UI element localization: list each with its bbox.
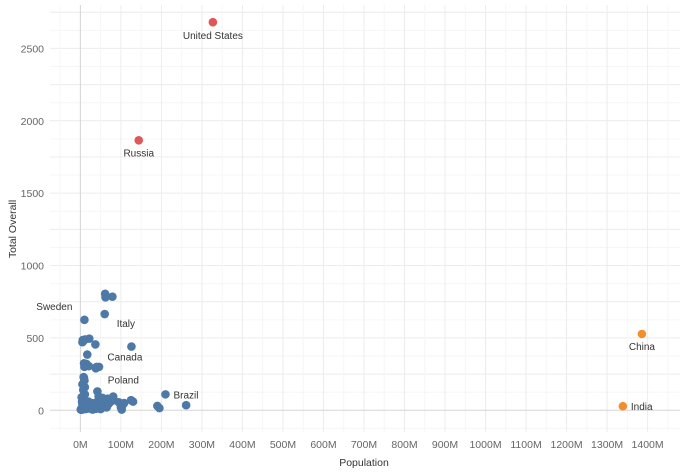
india-point bbox=[618, 401, 628, 411]
grid-lines bbox=[50, 5, 680, 432]
russia-point bbox=[134, 136, 144, 145]
data-point bbox=[98, 393, 107, 403]
x-tick-label: 900M bbox=[432, 439, 458, 451]
y-tick-label: 1500 bbox=[21, 188, 45, 200]
x-tick-label: 100M bbox=[108, 439, 134, 451]
x-tick-label: 800M bbox=[391, 439, 417, 451]
italy-point bbox=[100, 309, 109, 319]
point-label: India bbox=[631, 402, 653, 413]
data-point bbox=[155, 403, 164, 413]
x-tick-label: 1000M bbox=[469, 439, 501, 451]
canada-point bbox=[91, 340, 100, 349]
brazil-point bbox=[161, 390, 170, 399]
point-label: Canada bbox=[107, 352, 142, 363]
point-label: Sweden bbox=[36, 302, 72, 313]
data-point bbox=[119, 398, 129, 408]
x-tick-label: 700M bbox=[351, 439, 377, 451]
data-point bbox=[84, 361, 94, 371]
point-label: Italy bbox=[117, 319, 135, 330]
data-point bbox=[128, 397, 138, 406]
x-tick-label: 500M bbox=[270, 439, 296, 451]
united-states-point bbox=[208, 17, 218, 27]
data-point bbox=[127, 342, 136, 351]
sweden-point bbox=[80, 315, 89, 325]
data-point bbox=[108, 292, 117, 301]
data-points bbox=[76, 17, 647, 415]
y-tick-label: 2000 bbox=[21, 116, 45, 128]
point-label: Russia bbox=[123, 148, 154, 159]
data-point bbox=[84, 334, 94, 343]
x-tick-label: 1200M bbox=[551, 439, 583, 451]
x-tick-label: 1300M bbox=[591, 439, 623, 451]
x-tick-label: 0M bbox=[73, 439, 88, 451]
x-axis-ticks: 0M 100M 200M 300M 400M 500M 600M 700M 800M 900M 10… bbox=[73, 439, 664, 451]
y-tick-label: 0 bbox=[38, 405, 44, 417]
x-tick-label: 1100M bbox=[510, 439, 541, 451]
data-point bbox=[82, 350, 92, 359]
data-point bbox=[94, 362, 104, 372]
y-axis-title: Total Overall bbox=[7, 200, 19, 258]
data-point bbox=[101, 293, 110, 302]
y-tick-label: 1000 bbox=[21, 261, 45, 273]
data-point bbox=[181, 400, 191, 410]
x-tick-label: 200M bbox=[148, 439, 174, 451]
point-label: Brazil bbox=[173, 390, 198, 401]
y-tick-label: 2500 bbox=[21, 43, 45, 55]
x-tick-label: 600M bbox=[310, 439, 336, 451]
y-axis-ticks: 0 500 1000 1500 2000 2500 bbox=[21, 43, 45, 417]
y-tick-label: 500 bbox=[26, 333, 44, 345]
x-tick-label: 300M bbox=[189, 439, 215, 451]
x-axis-title: Population bbox=[339, 457, 389, 469]
china-point bbox=[637, 329, 647, 339]
point-label: China bbox=[629, 342, 656, 353]
x-tick-label: 1400M bbox=[632, 439, 664, 451]
point-labels: Sweden Italy Canada Poland Brazil United Stat… bbox=[36, 31, 655, 413]
point-label: Poland bbox=[108, 375, 139, 386]
x-tick-label: 400M bbox=[229, 439, 255, 451]
zero-lines bbox=[50, 5, 680, 432]
point-label: United States bbox=[183, 31, 243, 42]
